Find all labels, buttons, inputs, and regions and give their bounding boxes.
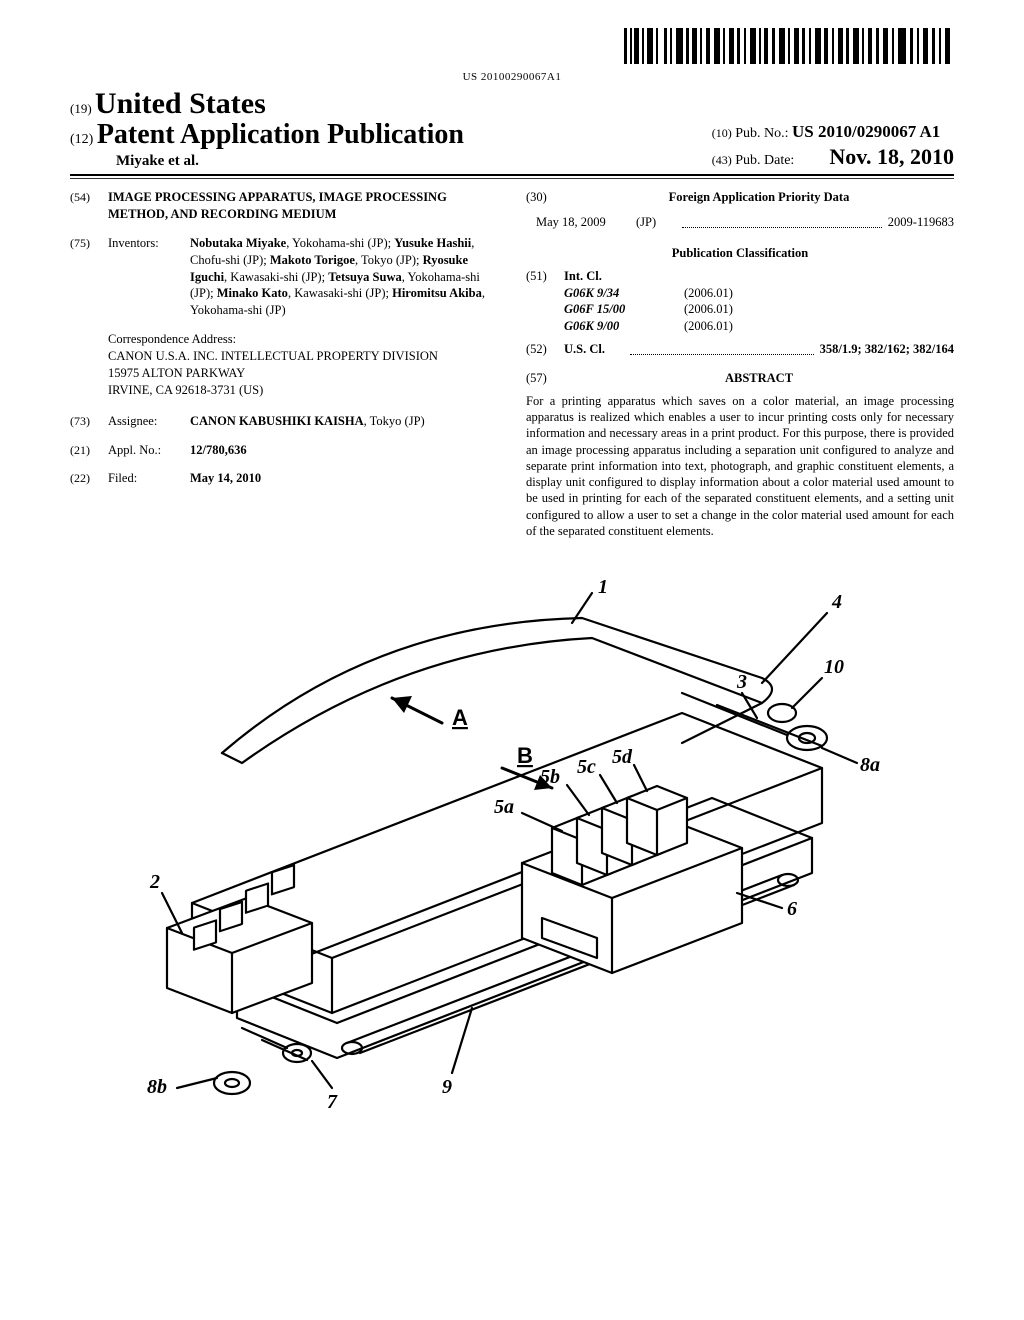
inventor-name: Nobutaka Miyake <box>190 236 286 250</box>
assignee-value: CANON KABUSHIKI KAISHA, Tokyo (JP) <box>190 413 498 430</box>
assignee-loc: , Tokyo (JP) <box>364 414 425 428</box>
svg-text:2: 2 <box>149 871 160 893</box>
foreign-priority: (30) Foreign Application Priority Data M… <box>526 189 954 231</box>
intcl-ver: (2006.01) <box>684 285 733 302</box>
filed-field: (22) Filed: May 14, 2010 <box>70 470 498 487</box>
inventor-loc: , Yokohama-shi (JP); <box>286 236 394 250</box>
code-52: (52) <box>526 341 564 358</box>
intcl-code: G06K 9/34 <box>564 285 684 302</box>
svg-text:1: 1 <box>598 576 608 598</box>
uscl-label: U.S. Cl. <box>564 341 624 358</box>
pubno: US 2010/0290067 A1 <box>792 122 940 141</box>
country: United States <box>95 87 266 120</box>
svg-text:5a: 5a <box>494 796 514 818</box>
correspondence-line: IRVINE, CA 92618-3731 (US) <box>108 382 498 399</box>
pubdate: Nov. 18, 2010 <box>829 144 954 169</box>
code-73: (73) <box>70 413 108 430</box>
pubclass-heading: Publication Classification <box>526 245 954 262</box>
code-51: (51) <box>526 268 564 336</box>
svg-text:5c: 5c <box>577 756 596 778</box>
uscl-value: 358/1.9; 382/162; 382/164 <box>820 341 954 358</box>
code-30: (30) <box>526 189 564 206</box>
lbl-pubdate: Pub. Date: <box>735 153 794 168</box>
inventors-label: Inventors: <box>108 235 190 319</box>
barcode-number: US 20100290067A1 <box>70 71 954 83</box>
header: (19) United States (12) Patent Applicati… <box>70 87 954 176</box>
lbl-pubno: Pub. No.: <box>735 126 788 141</box>
svg-text:A: A <box>452 705 468 730</box>
code-19: (19) <box>70 101 92 116</box>
code-54: (54) <box>70 189 108 223</box>
intcl-code: G06F 15/00 <box>564 301 684 318</box>
biblio-left: (54) IMAGE PROCESSING APPARATUS, IMAGE P… <box>70 189 498 539</box>
svg-text:3: 3 <box>736 671 747 693</box>
correspondence-line: 15975 ALTON PARKWAY <box>108 365 498 382</box>
inventor-loc: , Kawasaki-shi (JP); <box>288 286 392 300</box>
code-10: (10) <box>712 126 732 140</box>
biblio-right: (30) Foreign Application Priority Data M… <box>526 189 954 539</box>
applno-field: (21) Appl. No.: 12/780,636 <box>70 442 498 459</box>
svg-text:4: 4 <box>831 591 842 613</box>
svg-text:9: 9 <box>442 1076 452 1098</box>
foreign-country: (JP) <box>636 214 676 231</box>
applno-label: Appl. No.: <box>108 442 190 459</box>
svg-text:5d: 5d <box>612 746 633 768</box>
assignee-name: CANON KABUSHIKI KAISHA <box>190 414 364 428</box>
assignee-field: (73) Assignee: CANON KABUSHIKI KAISHA, T… <box>70 413 498 430</box>
intcl-ver: (2006.01) <box>684 318 733 335</box>
abstract-text: For a printing apparatus which saves on … <box>526 393 954 539</box>
code-75: (75) <box>70 235 108 319</box>
intcl-label: Int. Cl. <box>564 268 954 285</box>
code-12: (12) <box>70 132 93 147</box>
correspondence: Correspondence Address: CANON U.S.A. INC… <box>70 331 498 399</box>
inventors-list: Nobutaka Miyake, Yokohama-shi (JP); Yusu… <box>190 235 498 319</box>
header-left: (19) United States (12) Patent Applicati… <box>70 87 464 170</box>
svg-text:8b: 8b <box>147 1076 167 1098</box>
inventor-name: Minako Kato <box>217 286 288 300</box>
header-authors: Miyake et al. <box>70 153 464 170</box>
svg-text:B: B <box>517 743 533 768</box>
svg-text:8a: 8a <box>860 754 880 776</box>
code-22: (22) <box>70 470 108 487</box>
code-21: (21) <box>70 442 108 459</box>
inventor-name: Makoto Torigoe <box>270 253 355 267</box>
figure: 1 4 A 10 3 8a <box>70 563 954 1143</box>
applno-value: 12/780,636 <box>190 442 498 459</box>
svg-text:10: 10 <box>824 656 844 678</box>
inventor-loc: , Kawasaki-shi (JP); <box>224 270 328 284</box>
svg-text:6: 6 <box>787 898 797 920</box>
foreign-number: 2009-119683 <box>888 214 954 231</box>
filed-label: Filed: <box>108 470 190 487</box>
code-43: (43) <box>712 153 732 167</box>
abstract-heading: ABSTRACT <box>564 370 954 387</box>
intcl-ver: (2006.01) <box>684 301 733 318</box>
inventor-name: Yusuke Hashii <box>394 236 471 250</box>
title-field: (54) IMAGE PROCESSING APPARATUS, IMAGE P… <box>70 189 498 223</box>
barcode-graphic <box>624 28 954 69</box>
inventor-name: Hiromitsu Akiba <box>392 286 482 300</box>
code-57: (57) <box>526 370 564 387</box>
filed-value: May 14, 2010 <box>190 470 498 487</box>
foreign-heading: Foreign Application Priority Data <box>564 189 954 206</box>
inventor-name: Tetsuya Suwa <box>328 270 402 284</box>
inventors-field: (75) Inventors: Nobutaka Miyake, Yokoham… <box>70 235 498 319</box>
assignee-label: Assignee: <box>108 413 190 430</box>
header-right: (10) Pub. No.: US 2010/0290067 A1 (43) P… <box>712 122 954 170</box>
inventor-loc: , Tokyo (JP); <box>355 253 423 267</box>
intcl-code: G06K 9/00 <box>564 318 684 335</box>
doc-type: Patent Application Publication <box>97 119 464 150</box>
invention-title: IMAGE PROCESSING APPARATUS, IMAGE PROCES… <box>108 189 498 223</box>
foreign-date: May 18, 2009 <box>536 214 636 231</box>
svg-text:7: 7 <box>327 1091 338 1113</box>
biblio: (54) IMAGE PROCESSING APPARATUS, IMAGE P… <box>70 189 954 539</box>
correspondence-line: CANON U.S.A. INC. INTELLECTUAL PROPERTY … <box>108 348 498 365</box>
barcode-block: US 20100290067A1 <box>70 28 954 83</box>
correspondence-label: Correspondence Address: <box>108 331 498 348</box>
